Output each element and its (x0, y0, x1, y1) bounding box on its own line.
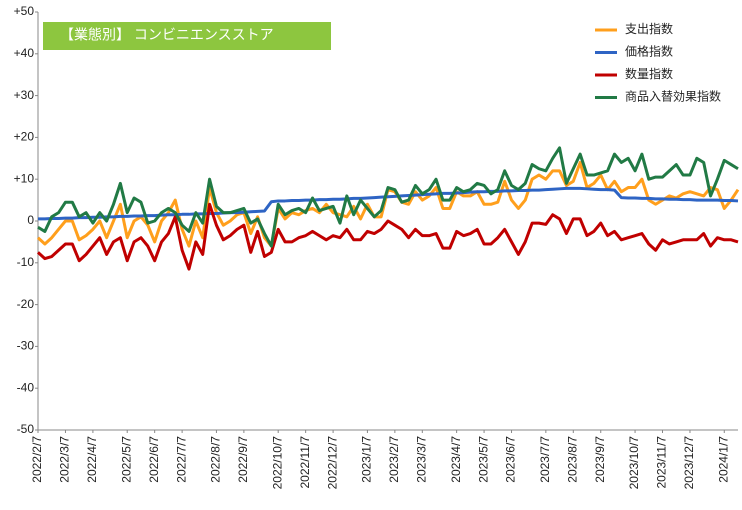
series-line (36, 202, 739, 271)
y-tick-label: +40 (14, 46, 35, 60)
x-tick-label: 2022/7/7 (174, 436, 188, 483)
y-tick-label: -20 (17, 297, 35, 311)
legend-label: 価格指数 (625, 44, 673, 59)
x-tick-label: 2022/8/7 (209, 436, 223, 483)
legend-label: 商品入替効果指数 (625, 89, 721, 104)
x-tick-label: 2023/4/7 (449, 436, 463, 483)
y-tick-label: 0 (27, 213, 34, 227)
y-tick-label: -10 (17, 255, 35, 269)
x-tick-label: 2022/10/7 (270, 436, 284, 490)
chart-title: 【業態別】 コンビニエンスストア (60, 27, 274, 43)
series-line (38, 186, 739, 221)
y-tick-label: +20 (14, 130, 35, 144)
x-tick-label: 2023/6/7 (504, 436, 518, 483)
x-tick-label: 2022/2/7 (30, 436, 44, 483)
x-tick-label: 2024/1/7 (716, 436, 730, 483)
y-tick-label: -50 (17, 422, 35, 436)
x-tick-label: 2023/11/7 (655, 436, 669, 489)
x-tick-label: 2023/5/7 (476, 436, 490, 483)
x-tick-label: 2022/12/7 (325, 436, 339, 490)
x-tick-label: 2023/9/7 (593, 436, 607, 483)
y-tick-label: -40 (17, 380, 35, 394)
x-tick-label: 2023/10/7 (627, 436, 641, 490)
legend-label: 支出指数 (625, 21, 673, 36)
x-tick-label: 2023/1/7 (360, 436, 374, 483)
y-tick-label: +30 (14, 88, 35, 102)
x-tick-label: 2023/7/7 (538, 436, 552, 483)
x-tick-label: 2023/2/7 (387, 436, 401, 483)
x-tick-label: 2022/9/7 (236, 436, 250, 483)
x-tick-label: 2022/11/7 (298, 436, 312, 489)
y-tick-label: +10 (14, 171, 35, 185)
x-tick-label: 2022/4/7 (85, 436, 99, 483)
x-tick-label: 2022/3/7 (58, 436, 72, 483)
x-tick-label: 2023/3/7 (414, 436, 428, 483)
x-tick-label: 2022/5/7 (119, 436, 133, 483)
x-tick-label: 2023/8/7 (565, 436, 579, 483)
x-tick-label: 2023/12/7 (682, 436, 696, 490)
y-tick-label: -30 (17, 339, 35, 353)
series-line (37, 146, 739, 248)
x-tick-label: 2022/6/7 (147, 436, 161, 483)
y-tick-label: +50 (14, 4, 35, 18)
title-box (43, 22, 331, 50)
legend-label: 数量指数 (625, 66, 673, 81)
